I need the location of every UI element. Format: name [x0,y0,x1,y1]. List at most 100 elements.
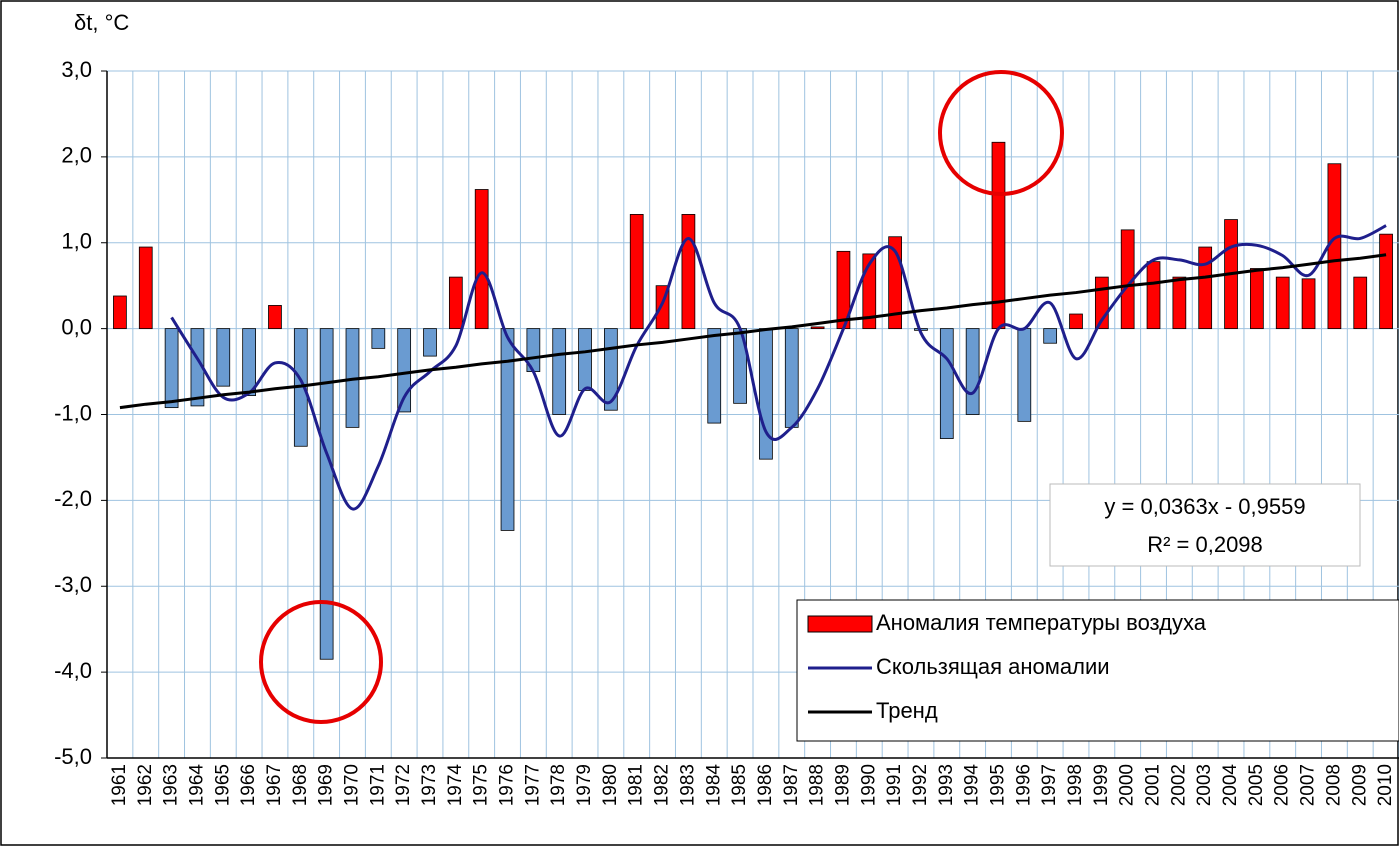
bar [371,328,386,349]
bar [939,328,954,439]
x-tick-label: 2009 [1349,764,1370,806]
bar [138,246,153,330]
x-tick-label: 2005 [1246,764,1267,806]
x-tick-label: 2002 [1168,764,1189,806]
bar [1250,268,1264,330]
y-tick-label: 2,0 [61,143,92,168]
bar [681,214,696,330]
bar [113,295,127,330]
bar [1043,328,1058,344]
x-tick-label: 2007 [1298,764,1319,806]
bar [448,276,463,330]
bar [965,328,980,415]
marks [113,141,1393,660]
x-tick-label: 1968 [290,764,311,806]
x-tick-label: 1980 [600,764,621,806]
x-tick-label: 1971 [367,764,388,806]
bar [474,189,489,330]
bar [1353,276,1368,330]
x-tick-label: 2008 [1323,764,1344,806]
bar [552,328,567,415]
x-tick-label: 1987 [781,764,802,806]
bar [268,305,282,330]
legend-swatch [807,615,873,633]
x-tick-label: 1963 [161,764,182,806]
x-tick-label: 1994 [962,764,983,807]
x-tick-label: 1967 [264,764,285,806]
equation-box [1049,483,1361,567]
moving-line [170,224,1387,511]
equation: y = 0,0363x - 0,9559 [1104,494,1305,519]
y-tick-label: -2,0 [54,486,92,511]
x-tick-label: 1962 [135,764,156,806]
bar [1069,313,1083,330]
bar [1379,233,1393,330]
bar [216,328,231,387]
x-tick-label: 1975 [471,764,492,806]
x-tick-label: 2010 [1375,764,1396,806]
x-tick-label: 1998 [1065,764,1086,806]
x-tick-label: 1995 [987,764,1008,806]
x-tick-label: 1966 [238,764,259,806]
bar [1146,261,1161,330]
legend-label: Тренд [876,698,938,723]
bar [1198,246,1213,330]
x-tick-label: 1986 [755,764,776,806]
x-tick-label: 1974 [445,764,466,807]
x-tick-label: 1993 [936,764,957,806]
x-tick-label: 1996 [1013,764,1034,806]
x-tick-label: 1978 [548,764,569,806]
y-axis-label: δt, °C [74,10,129,35]
x-tick-label: 1981 [626,764,647,806]
x-tick-label: 1964 [186,764,207,807]
r-squared: R² = 0,2098 [1147,532,1263,557]
bar [784,328,799,428]
x-tick-label: 2003 [1194,764,1215,806]
bar [1172,276,1187,330]
y-tick-label: 3,0 [61,57,92,82]
bar [242,328,256,397]
bar [810,326,825,330]
x-tick-label: 2004 [1220,764,1241,807]
y-tick-label: -3,0 [54,572,92,597]
y-tick-label: -1,0 [54,400,92,425]
x-tick-label: 1988 [807,764,828,806]
x-tick-label: 1977 [522,764,543,806]
x-tick-label: 1984 [703,764,724,807]
x-tick-label: 2001 [1143,764,1164,806]
x-tick-label: 1976 [497,764,518,806]
bar [1275,276,1290,330]
highlight-circle [259,600,383,724]
x-tick-label: 1961 [109,764,130,806]
bar [500,328,515,531]
x-tick-label: 1970 [341,764,362,806]
x-tick-label: 1973 [419,764,440,806]
bar [319,328,334,660]
y-tick-label: -5,0 [54,744,92,769]
x-tick-label: 1969 [316,764,337,806]
x-tick-label: 1982 [652,764,673,806]
x-tick-label: 1985 [729,764,750,806]
x-tick-label: 1965 [212,764,233,806]
legend-label: Скользящая аномалии [876,654,1110,679]
bar [1301,278,1316,330]
bar [164,328,179,409]
x-tick-label: 1983 [677,764,698,806]
x-tick-label: 2006 [1272,764,1293,806]
x-tick-label: 1997 [1039,764,1060,806]
legend-label: Аномалия температуры воздуха [876,610,1207,635]
bar [707,328,722,424]
trend-line [119,253,1387,410]
x-tick-label: 1991 [884,764,905,806]
x-tick-label: 2000 [1117,764,1138,806]
x-tick-label: 1999 [1091,764,1112,806]
x-tick-label: 1990 [858,764,879,806]
x-tick-label: 1989 [832,764,853,806]
y-tick-label: 1,0 [61,229,92,254]
legend [796,599,1399,742]
x-tick-label: 1979 [574,764,595,806]
y-tick-label: -4,0 [54,658,92,683]
x-tick-label: 1972 [393,764,414,806]
bar [629,214,644,330]
